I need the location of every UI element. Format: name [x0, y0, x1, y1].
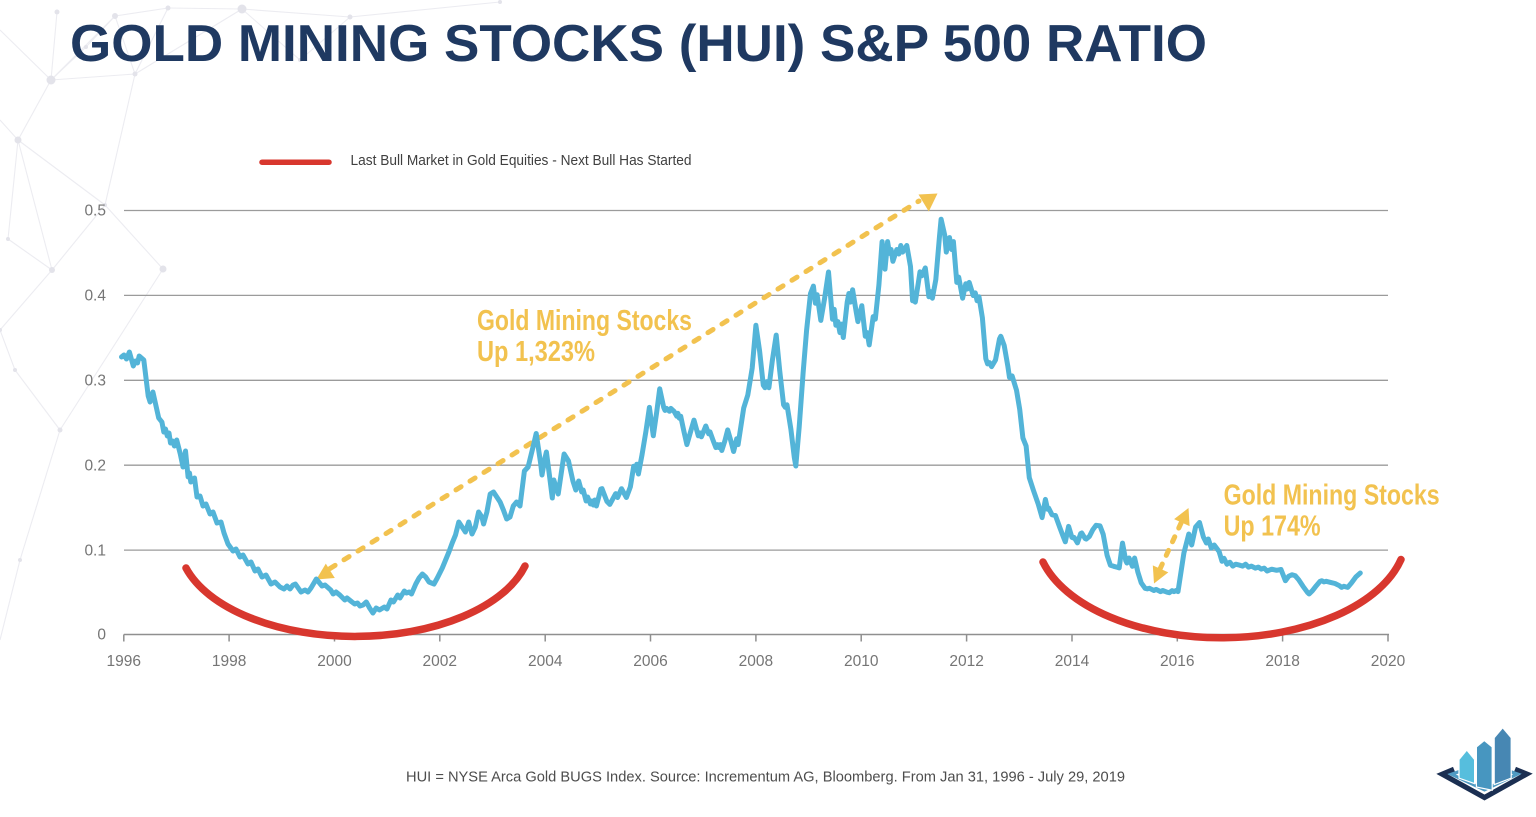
svg-text:2016: 2016: [1160, 653, 1194, 670]
svg-text:2000: 2000: [317, 653, 352, 670]
svg-text:0.4: 0.4: [84, 288, 106, 305]
svg-text:Last Bull Market in Gold Equit: Last Bull Market in Gold Equities - Next…: [351, 152, 692, 169]
svg-text:2014: 2014: [1055, 653, 1090, 670]
svg-text:Gold Mining Stocks: Gold Mining Stocks: [477, 305, 692, 337]
svg-text:Up 1,323%: Up 1,323%: [477, 336, 595, 368]
svg-text:2018: 2018: [1265, 653, 1299, 670]
svg-text:0.5: 0.5: [84, 203, 106, 220]
svg-text:2006: 2006: [633, 653, 667, 670]
svg-text:1998: 1998: [212, 653, 246, 670]
svg-text:2020: 2020: [1371, 653, 1406, 670]
svg-text:2008: 2008: [739, 653, 773, 670]
svg-text:0.2: 0.2: [84, 457, 106, 474]
svg-text:2002: 2002: [423, 653, 457, 670]
svg-text:2012: 2012: [949, 653, 983, 670]
svg-text:HUI = NYSE Arca Gold BUGS Inde: HUI = NYSE Arca Gold BUGS Index. Source:…: [406, 769, 1125, 786]
svg-text:Up 174%: Up 174%: [1224, 511, 1321, 543]
svg-text:0.1: 0.1: [84, 542, 106, 559]
svg-text:Gold Mining Stocks: Gold Mining Stocks: [1224, 480, 1440, 512]
svg-text:0.3: 0.3: [84, 373, 106, 390]
svg-text:0: 0: [97, 627, 106, 644]
svg-text:2004: 2004: [528, 653, 563, 670]
svg-text:1996: 1996: [107, 653, 141, 670]
svg-text:2010: 2010: [844, 653, 879, 670]
svg-text:GOLD MINING STOCKS (HUI) S&P 5: GOLD MINING STOCKS (HUI) S&P 500 RATIO: [70, 15, 1207, 73]
